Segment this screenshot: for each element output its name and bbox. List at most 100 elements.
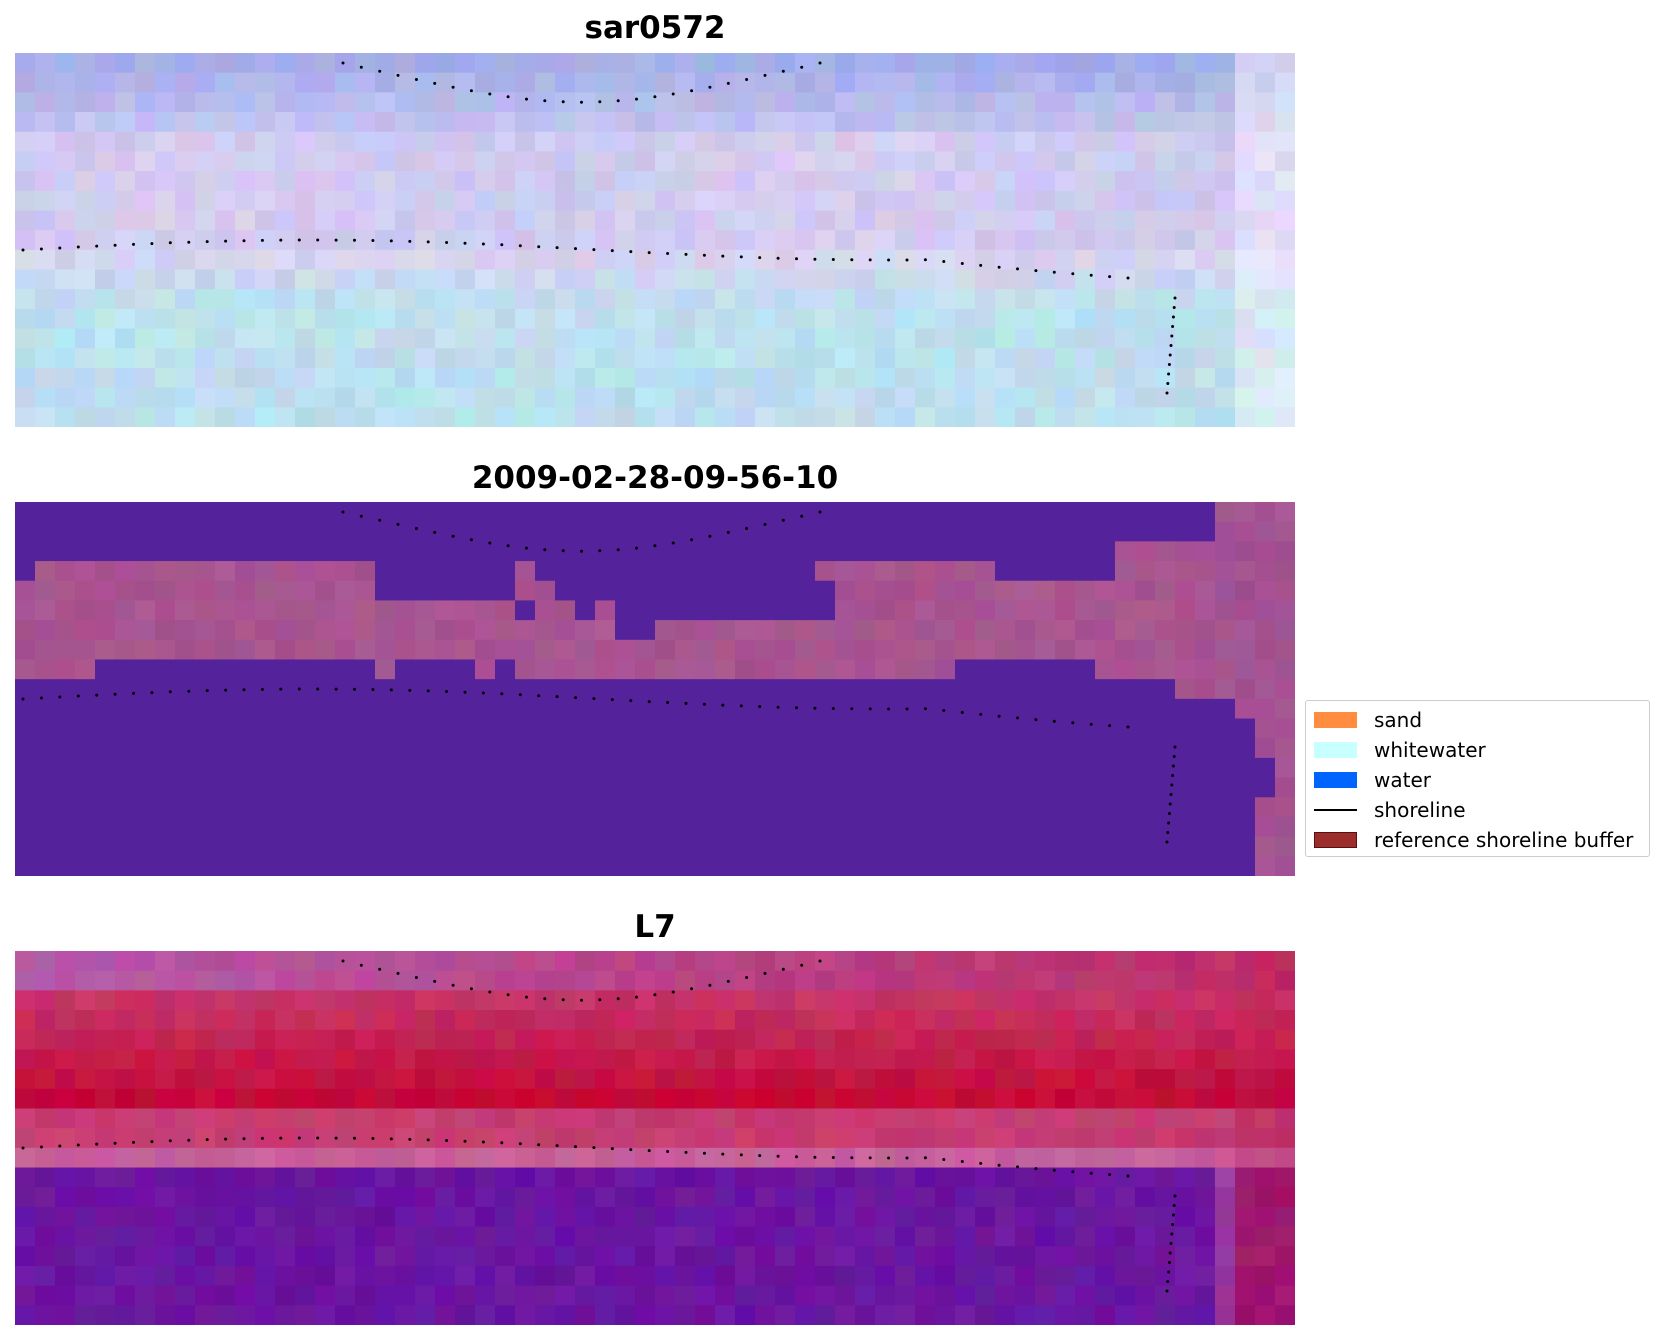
shoreline-point xyxy=(1171,325,1175,328)
shoreline-point xyxy=(58,695,62,699)
shoreline-point xyxy=(800,514,804,518)
shoreline-point xyxy=(1172,755,1176,758)
shoreline-point xyxy=(850,707,854,711)
shoreline-point xyxy=(1167,363,1171,366)
legend-item-water: water xyxy=(1314,768,1431,792)
legend-label: water xyxy=(1374,768,1431,792)
shoreline-point xyxy=(979,712,983,716)
shoreline-point xyxy=(297,1136,301,1140)
shoreline-point xyxy=(629,1148,633,1152)
image-panel-rgb xyxy=(15,53,1295,427)
shoreline-point xyxy=(1167,1270,1171,1274)
shoreline-point xyxy=(334,1136,338,1140)
shoreline-point xyxy=(574,696,577,700)
shoreline-point xyxy=(1034,718,1038,722)
shoreline-point xyxy=(518,693,522,697)
shoreline-point xyxy=(555,1144,559,1148)
shoreline-point xyxy=(389,688,393,692)
shoreline-point xyxy=(279,687,283,691)
shoreline-point xyxy=(1169,793,1173,796)
shoreline-point xyxy=(708,534,712,538)
legend-label: shoreline xyxy=(1374,798,1466,822)
shoreline-point xyxy=(518,244,522,248)
shoreline-point xyxy=(113,1141,117,1145)
shoreline-point xyxy=(781,518,785,522)
shoreline-point xyxy=(451,85,455,89)
shoreline-point xyxy=(463,1139,467,1143)
shoreline-point xyxy=(1166,1280,1170,1283)
shoreline-point xyxy=(647,700,651,704)
shoreline-point xyxy=(850,1156,854,1160)
shoreline-point xyxy=(887,258,891,262)
shoreline-point xyxy=(353,1136,356,1140)
shoreline-point xyxy=(905,707,909,711)
shoreline-point xyxy=(763,971,767,975)
shoreline-point xyxy=(58,246,62,250)
shoreline-point xyxy=(500,243,504,247)
shoreline-points-overlay xyxy=(21,61,1177,395)
shoreline-point xyxy=(396,73,400,77)
shoreline-point xyxy=(592,697,596,701)
shoreline-point xyxy=(690,538,694,542)
shoreline-point xyxy=(997,1163,1001,1167)
shoreline-point xyxy=(923,258,927,262)
shoreline-line-icon xyxy=(1314,809,1357,811)
shoreline-point xyxy=(592,1146,596,1150)
shoreline-point xyxy=(426,689,430,693)
shoreline-point xyxy=(445,1139,449,1142)
shoreline-point xyxy=(1168,1251,1172,1255)
shoreline-point xyxy=(150,242,154,246)
shoreline-point xyxy=(745,78,749,81)
shoreline-point xyxy=(1172,1204,1176,1207)
shoreline-point xyxy=(1166,382,1170,385)
shoreline-point xyxy=(242,688,246,692)
shoreline-point xyxy=(887,1156,891,1160)
shoreline-point xyxy=(378,967,382,971)
shoreline-point xyxy=(1170,334,1174,338)
shoreline-point xyxy=(150,1140,154,1144)
shoreline-point xyxy=(378,518,382,522)
shoreline-point xyxy=(979,1161,983,1165)
shoreline-point xyxy=(543,997,547,1001)
shoreline-point xyxy=(1016,267,1019,271)
shoreline-point xyxy=(260,687,264,691)
shoreline-point xyxy=(666,252,670,255)
image-panel-ndwi xyxy=(15,951,1295,1325)
shoreline-point xyxy=(1170,783,1174,787)
shoreline-point xyxy=(433,530,437,534)
shoreline-point xyxy=(997,714,1001,718)
shoreline-point xyxy=(1016,1165,1019,1169)
shoreline-point xyxy=(451,983,455,987)
shoreline-point xyxy=(279,238,283,242)
shoreline-point xyxy=(942,709,946,712)
shoreline-point xyxy=(408,688,412,692)
shoreline-point xyxy=(776,1154,780,1158)
shoreline-point xyxy=(1168,353,1172,357)
shoreline-point xyxy=(341,61,345,65)
shoreline-point xyxy=(500,1141,504,1145)
shoreline-point xyxy=(1052,270,1056,274)
shoreline-point xyxy=(997,265,1001,269)
shoreline-point xyxy=(629,699,633,703)
shoreline-point xyxy=(1108,1173,1112,1177)
shoreline-point xyxy=(279,1136,283,1140)
shoreline-point xyxy=(1126,725,1130,729)
shoreline-point xyxy=(721,1152,725,1156)
shoreline-point xyxy=(1167,812,1171,815)
shoreline-point xyxy=(610,698,614,702)
shoreline-point xyxy=(739,1153,743,1157)
shoreline-point xyxy=(543,548,547,552)
shoreline-point xyxy=(1169,344,1173,347)
shoreline-point xyxy=(1171,315,1175,319)
rgb-image xyxy=(15,53,1295,427)
shoreline-point xyxy=(316,238,320,242)
shoreline-point xyxy=(781,967,785,971)
shoreline-point xyxy=(702,253,706,257)
shoreline-point xyxy=(610,1147,614,1151)
shoreline-point xyxy=(488,92,492,96)
shoreline-point xyxy=(758,256,762,260)
shoreline-point xyxy=(1172,306,1176,309)
shoreline-point xyxy=(1171,764,1175,768)
shoreline-point xyxy=(647,251,651,255)
shoreline-point xyxy=(21,697,25,701)
